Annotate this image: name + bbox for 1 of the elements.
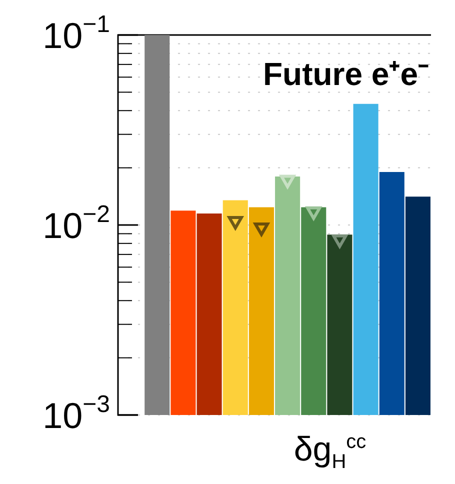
text: Future e⁺e⁻ [262,56,429,92]
